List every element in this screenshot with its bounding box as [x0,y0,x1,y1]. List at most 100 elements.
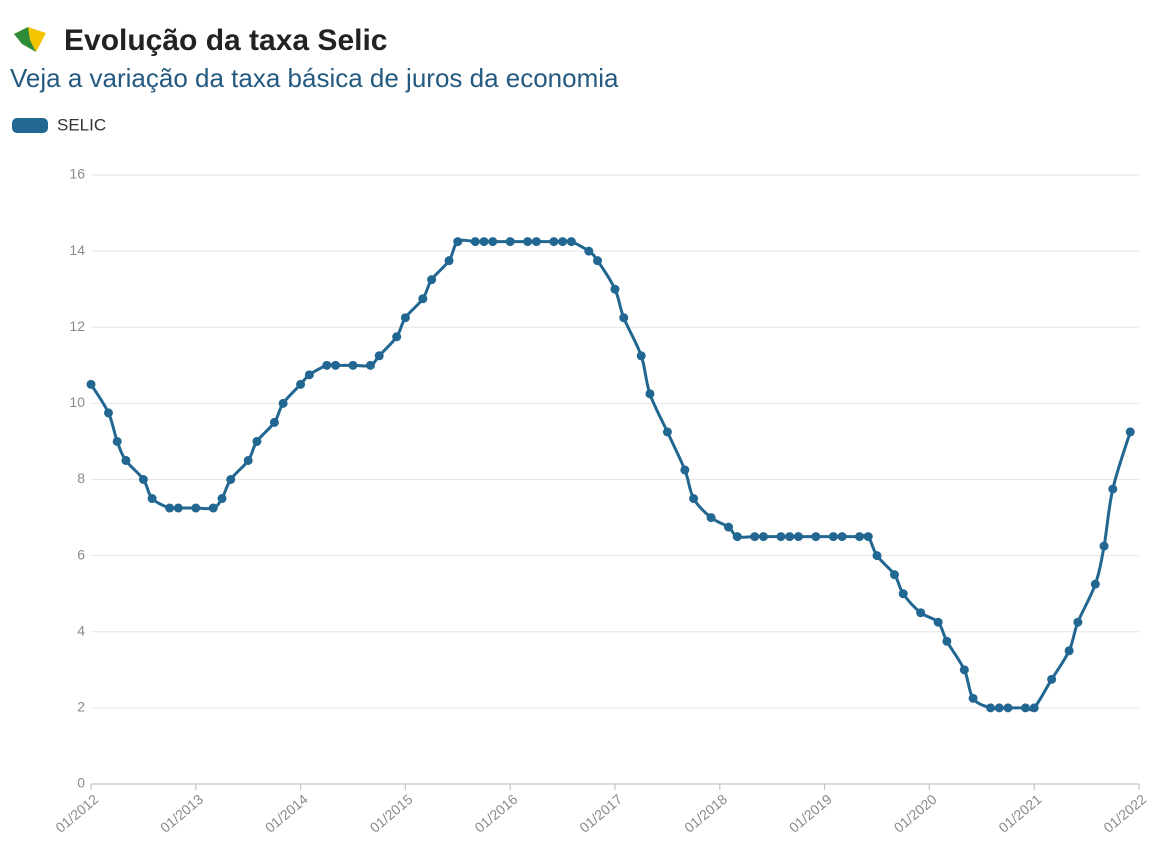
data-point [531,237,541,247]
y-tick-label: 0 [77,775,85,791]
x-tick-label: 01/2018 [681,791,730,836]
data-point [331,360,341,370]
data-point [732,532,742,542]
data-point [400,313,410,323]
data-point [523,237,533,247]
data-point [872,551,882,561]
y-tick-label: 16 [69,166,85,182]
y-tick-label: 14 [69,242,85,258]
data-point [191,503,201,513]
data-point [444,256,454,266]
data-point [1003,703,1013,713]
data-point [662,427,672,437]
x-tick-label: 01/2019 [786,791,835,836]
data-point [1020,703,1030,713]
data-point [855,532,865,542]
data-point [689,494,699,504]
data-point [348,360,358,370]
data-point [112,436,122,446]
data-point [374,351,384,361]
data-point [811,532,821,542]
data-point [758,532,768,542]
data-point [942,636,952,646]
data-point [1099,541,1109,551]
data-point [986,703,996,713]
data-point [322,360,332,370]
data-point [147,494,157,504]
x-tick-label: 01/2013 [157,791,206,836]
data-point [566,237,576,247]
x-tick-label: 01/2015 [367,791,416,836]
data-point [453,237,463,247]
y-tick-label: 2 [77,699,85,715]
data-point [103,408,113,418]
data-point [226,475,236,484]
data-point [488,237,498,247]
data-point [217,494,227,504]
data-point [252,436,262,446]
data-point [916,608,926,618]
data-point [278,398,288,408]
data-point [243,455,253,465]
title-icon [14,27,46,52]
data-point [304,370,314,380]
x-tick-label: 01/2021 [995,791,1044,836]
data-point [1029,703,1039,713]
data-point [793,532,803,542]
y-tick-label: 12 [69,318,85,334]
legend-swatch [12,118,48,133]
data-point [706,513,716,523]
x-tick-label: 01/2020 [891,791,940,836]
data-point [470,237,480,247]
data-point [785,532,795,542]
data-point [121,455,131,465]
y-tick-label: 10 [69,394,85,410]
data-point [392,332,402,342]
data-point [1073,617,1083,627]
data-point [479,237,489,247]
data-point [1090,579,1100,589]
data-point [365,360,375,370]
data-point [208,503,218,513]
data-point [898,589,908,599]
data-point [296,379,306,389]
data-point [636,351,646,361]
data-point [418,294,428,304]
data-point [750,532,760,542]
data-point [593,256,603,266]
y-tick-label: 4 [77,622,85,638]
data-point [933,617,943,627]
data-point [837,532,847,542]
x-tick-label: 01/2014 [262,791,311,836]
data-point [1125,427,1135,437]
data-point [994,703,1004,713]
data-point [505,237,515,247]
series-line [89,238,1132,712]
data-point [558,237,568,247]
data-point [645,389,655,399]
y-tick-label: 8 [77,470,85,486]
data-point [619,313,629,323]
chart-subtitle: Veja a variação da taxa básica de juros … [10,63,619,93]
x-tick-label: 01/2022 [1100,791,1149,836]
data-point [427,275,437,285]
x-tick-label: 01/2016 [471,791,520,836]
data-point [610,284,620,294]
data-point [549,237,559,247]
data-point [863,532,873,542]
data-point [138,475,148,484]
legend-label: SELIC [57,115,106,134]
data-point [828,532,838,542]
data-point [959,665,969,675]
chart-title: Evolução da taxa Selic [64,24,387,57]
data-point [165,503,175,513]
data-point [1047,674,1057,684]
data-point [269,417,279,427]
x-tick-label: 01/2012 [52,791,101,836]
x-tick-label: 01/2017 [576,791,625,836]
data-point [724,522,734,532]
data-point [889,570,899,580]
data-point [1064,646,1074,656]
y-tick-label: 6 [77,546,85,562]
